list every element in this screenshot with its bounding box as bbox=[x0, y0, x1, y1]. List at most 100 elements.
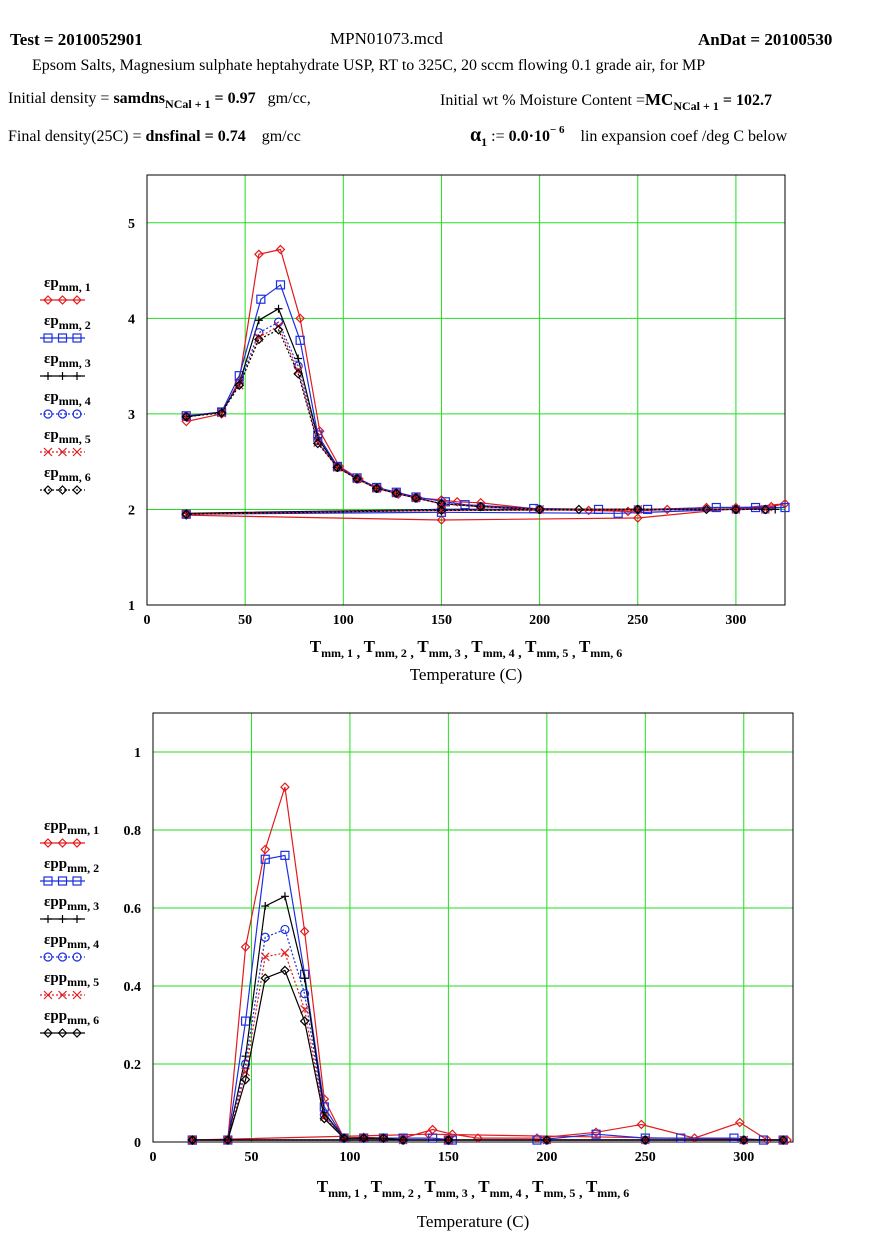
data-point-s1 bbox=[636, 1119, 647, 1130]
data-point-s2 bbox=[295, 335, 305, 345]
y-tick-label: 0.8 bbox=[124, 824, 142, 839]
data-point-s5 bbox=[437, 505, 446, 515]
legend-marker-4 bbox=[57, 409, 68, 419]
series-line-2 bbox=[192, 854, 784, 1141]
x-axis-label: Temperature (C) bbox=[410, 665, 523, 684]
initial-density-label: Initial density = bbox=[8, 90, 114, 107]
data-point-s5 bbox=[760, 505, 770, 514]
data-point-s6 bbox=[254, 334, 264, 345]
data-point-s6 bbox=[436, 505, 447, 516]
x-tick-label: 150 bbox=[431, 613, 452, 628]
data-point-s1 bbox=[632, 513, 643, 523]
y-tick-label: 1 bbox=[134, 746, 141, 761]
data-point-s6 bbox=[632, 504, 643, 515]
expansion-coefficient: α1 := 0.0·10− 6 lin expansion coef /deg … bbox=[470, 124, 882, 150]
legend-label-4: εpmm, 4 bbox=[44, 389, 91, 408]
data-point-s5 bbox=[260, 952, 270, 962]
data-point-s6 bbox=[778, 1135, 789, 1145]
initial-density-value: = 0.97 bbox=[210, 90, 256, 107]
legend-marker-5 bbox=[72, 447, 82, 457]
legend-marker-3 bbox=[58, 915, 67, 923]
legend-marker-4 bbox=[43, 409, 53, 419]
x-tick-label: 200 bbox=[536, 1150, 557, 1165]
data-point-s6 bbox=[391, 488, 402, 499]
final-density: Final density(25C) = dnsfinal = 0.74 gm/… bbox=[8, 128, 301, 146]
data-point-s6 bbox=[181, 411, 192, 422]
data-point-s6 bbox=[339, 1133, 349, 1143]
legend-marker-4 bbox=[43, 952, 53, 962]
data-point-s2 bbox=[275, 280, 286, 290]
initial-density-sub: NCal + 1 bbox=[165, 97, 211, 111]
initial-density-var: samdns bbox=[113, 90, 166, 107]
data-point-s1 bbox=[452, 496, 463, 507]
data-point-s6 bbox=[216, 408, 227, 418]
data-point-s6 bbox=[378, 1133, 389, 1143]
data-point-s6 bbox=[738, 1135, 749, 1145]
data-point-s2 bbox=[780, 502, 790, 513]
legend-label-5: εpmm, 5 bbox=[44, 427, 91, 446]
data-point-s6 bbox=[411, 493, 421, 503]
data-point-s5 bbox=[352, 474, 362, 484]
data-point-s6 bbox=[760, 504, 771, 515]
moisture-var: MC bbox=[645, 90, 674, 109]
moisture-sub: NCal + 1 bbox=[673, 99, 719, 113]
legend-marker-5 bbox=[43, 447, 53, 457]
data-point-s2 bbox=[676, 1133, 686, 1143]
data-point-s4 bbox=[260, 932, 270, 942]
data-point-s6 bbox=[280, 965, 290, 976]
legend-marker-2 bbox=[72, 333, 82, 343]
final-density-unit: gm/cc bbox=[261, 128, 301, 145]
series-line-1 bbox=[192, 786, 788, 1141]
data-point-s4 bbox=[280, 924, 290, 935]
data-point-s6 bbox=[222, 1135, 233, 1145]
data-point-s6 bbox=[574, 504, 584, 515]
series-line-4 bbox=[192, 928, 784, 1141]
data-point-s6 bbox=[273, 324, 284, 335]
legend-label-2: εppmm, 2 bbox=[44, 856, 99, 875]
legend-marker-2 bbox=[43, 333, 53, 343]
series-line-6 bbox=[192, 969, 784, 1141]
x-tick-label: 250 bbox=[635, 1150, 656, 1165]
x-axis-variables: Tmm, 1 , Tmm, 2 , Tmm, 3 , Tmm, 4 , Tmm,… bbox=[317, 1177, 630, 1201]
x-tick-label: 50 bbox=[238, 613, 252, 628]
test-label: Test = bbox=[10, 30, 58, 49]
legend-marker-3 bbox=[58, 372, 67, 380]
legend-marker-1 bbox=[57, 295, 68, 305]
y-tick-label: 3 bbox=[128, 408, 135, 423]
y-tick-label: 0.4 bbox=[124, 980, 142, 995]
legend-marker-1 bbox=[72, 838, 82, 848]
data-point-s2 bbox=[256, 294, 266, 304]
alpha-assign: := bbox=[487, 128, 509, 145]
legend-marker-5 bbox=[43, 990, 53, 1000]
andat-label: AnDat = bbox=[698, 30, 765, 49]
legend-marker-4 bbox=[72, 952, 82, 962]
data-point-s6 bbox=[475, 501, 486, 512]
data-point-s1 bbox=[734, 1117, 745, 1128]
legend-label-6: εpmm, 6 bbox=[44, 465, 91, 484]
plot-frame bbox=[152, 712, 794, 1143]
plot-frame bbox=[146, 174, 786, 606]
series-line-5 bbox=[192, 952, 784, 1141]
data-point-s1 bbox=[436, 515, 447, 525]
data-point-s6 bbox=[240, 1074, 251, 1085]
data-point-s3 bbox=[300, 974, 309, 983]
legend-marker-5 bbox=[58, 990, 67, 1000]
filename: MPN01073.mcd bbox=[330, 29, 443, 48]
legend-marker-2 bbox=[57, 333, 68, 343]
data-point-s2 bbox=[260, 854, 270, 864]
data-point-s5 bbox=[332, 462, 342, 472]
y-tick-label: 0.6 bbox=[124, 902, 142, 917]
data-point-s6 bbox=[187, 1135, 198, 1145]
data-point-s1 bbox=[280, 782, 290, 792]
legend-marker-6 bbox=[72, 1028, 82, 1038]
final-density-value: = 0.74 bbox=[200, 128, 246, 145]
y-tick-label: 1 bbox=[128, 599, 135, 614]
data-point-s6 bbox=[293, 368, 304, 379]
data-point-s5 bbox=[293, 366, 303, 376]
legend-marker-6 bbox=[57, 1028, 68, 1038]
data-point-s5 bbox=[187, 1135, 197, 1145]
series-line-6 bbox=[186, 328, 766, 515]
y-tick-label: 0.2 bbox=[124, 1058, 142, 1073]
x-axis-variables: Tmm, 1 , Tmm, 2 , Tmm, 3 , Tmm, 4 , Tmm,… bbox=[310, 637, 623, 661]
data-point-s5 bbox=[181, 509, 191, 519]
